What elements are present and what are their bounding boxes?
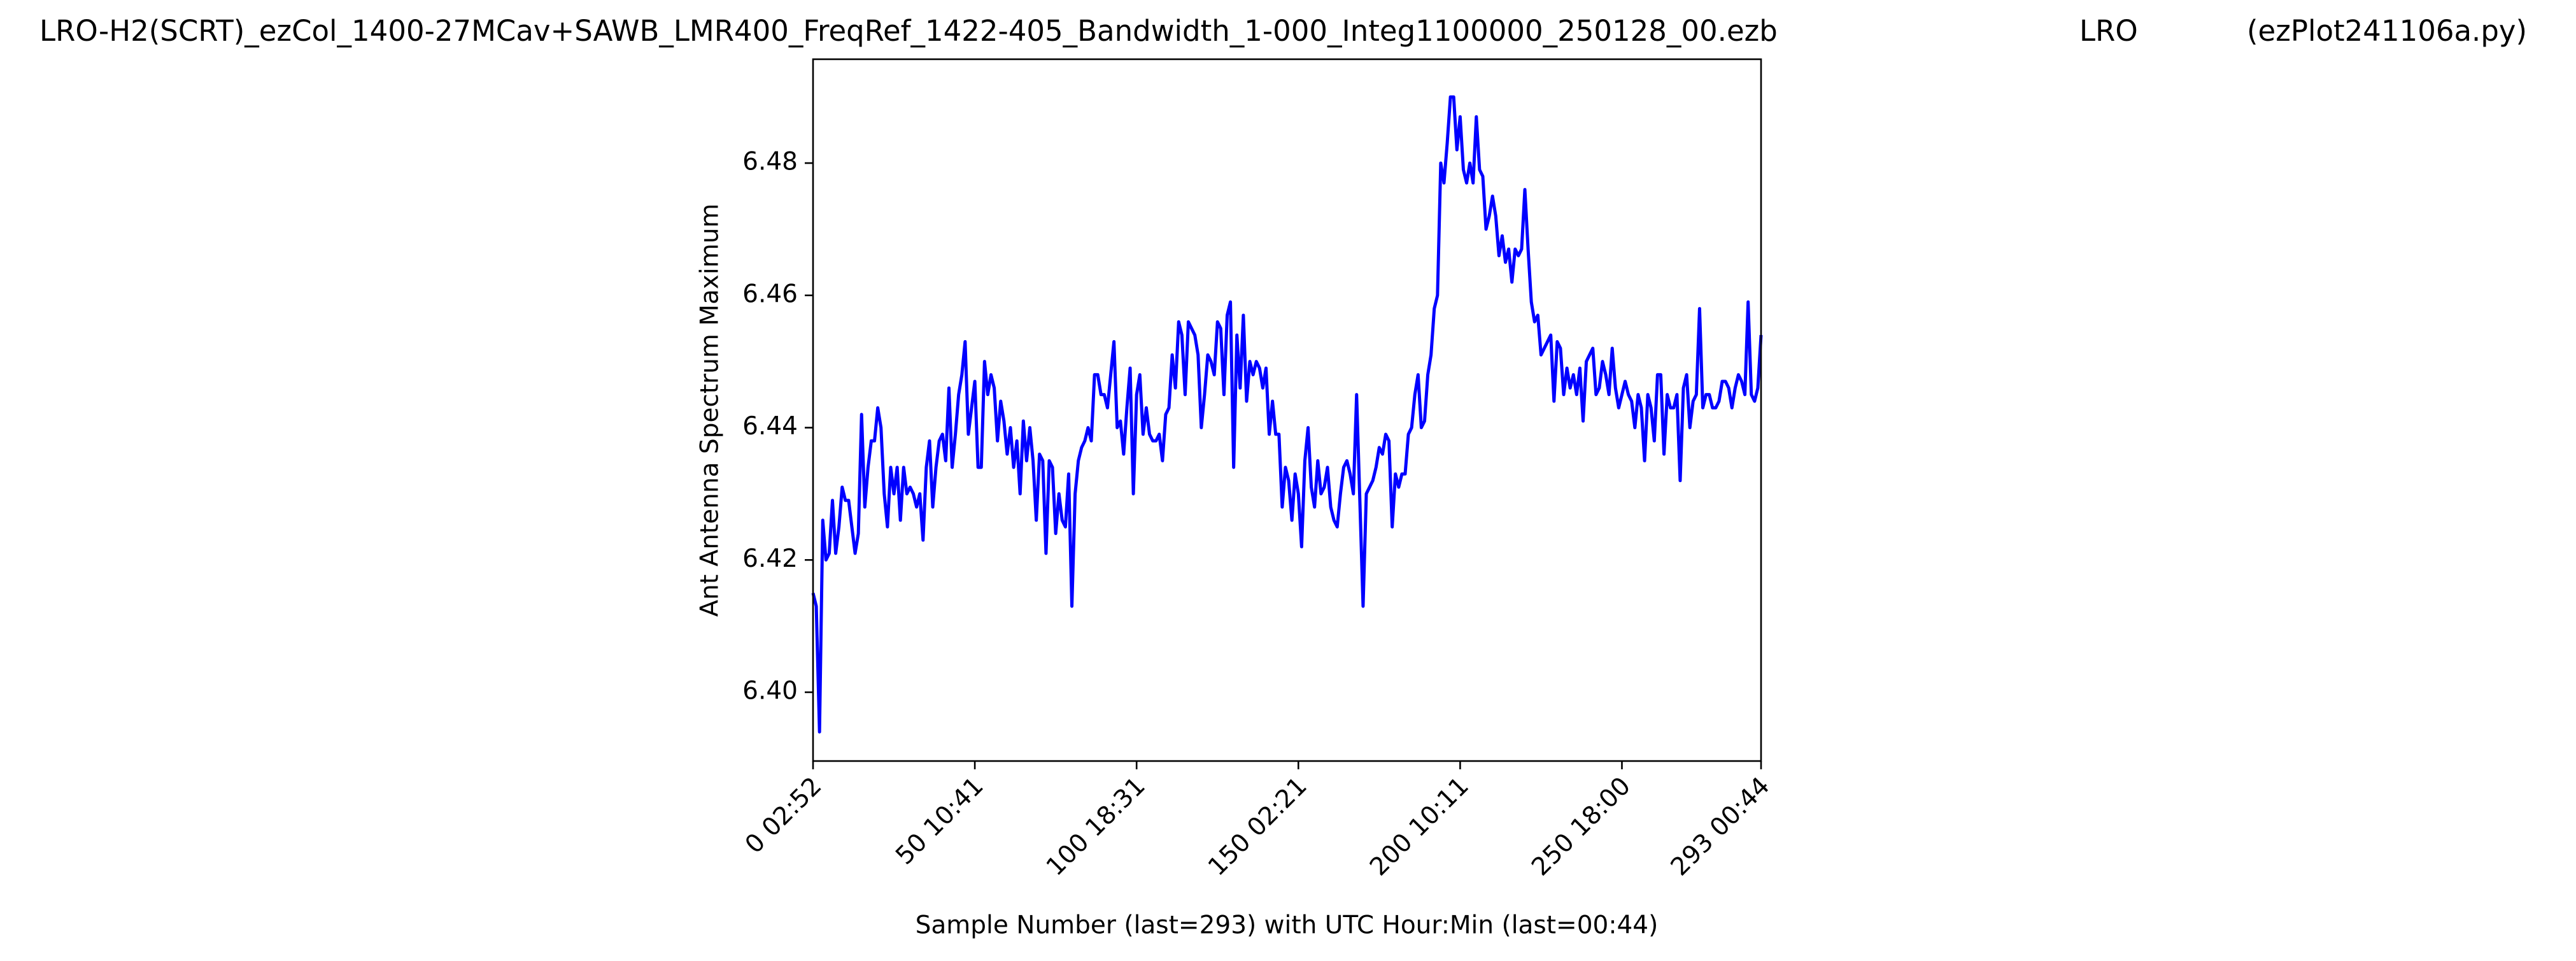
annotation: (ezPlot241106a.py) [2247,14,2527,48]
x-axis-label: Sample Number (last=293) with UTC Hour:M… [916,911,1659,940]
y-axis-label: Ant Antenna Spectrum Maximum [696,203,725,616]
y-tick-label: 6.48 [742,148,798,176]
data-line [811,95,1763,734]
plot-frame [812,58,1762,762]
annotation: LRO [2079,14,2138,48]
chart-title: LRO-H2(SCRT)_ezCol_1400-27MCav+SAWB_LMR4… [39,14,1778,48]
y-tick-label: 6.40 [742,676,798,705]
y-tick-label: 6.44 [742,412,798,441]
y-tick-label: 6.46 [742,280,798,308]
y-tick-label: 6.42 [742,545,798,573]
